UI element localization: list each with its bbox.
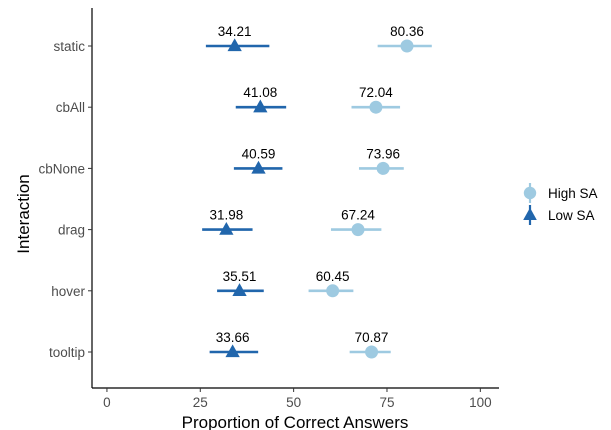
data-label: 67.24 — [341, 208, 375, 223]
y-tick-label: cbAll — [56, 100, 85, 115]
x-tick-label: 75 — [379, 395, 394, 410]
data-label: 80.36 — [390, 24, 424, 39]
data-label: 60.45 — [316, 269, 350, 284]
data-label: 72.04 — [359, 85, 393, 100]
data-point — [376, 161, 390, 175]
data-point — [251, 160, 266, 174]
data-label: 41.08 — [243, 85, 277, 100]
y-tick-label: drag — [58, 223, 85, 238]
data-point — [227, 38, 242, 52]
x-tick-label: 50 — [286, 395, 301, 410]
data-point — [369, 100, 383, 114]
data-point — [326, 284, 340, 298]
x-axis-label: Proportion of Correct Answers — [182, 413, 409, 430]
legend-label: Low SA — [548, 208, 595, 223]
plot-area: 0 25 50 75 100 static cbAll cbNone drag hover tool… — [38, 8, 499, 410]
data-point — [219, 221, 234, 235]
data-label: 70.87 — [355, 330, 389, 345]
data-label: 40.59 — [242, 146, 276, 161]
data-point — [523, 207, 537, 220]
data-label: 35.51 — [223, 269, 257, 284]
x-tick-label: 0 — [103, 395, 111, 410]
data-point — [232, 283, 247, 296]
x-tick-label: 100 — [469, 395, 492, 410]
y-tick-label: hover — [51, 284, 85, 299]
y-axis-label: Interaction — [14, 174, 33, 253]
data-point — [365, 345, 379, 359]
data-point — [400, 39, 414, 53]
legend: High SA Low SA — [523, 183, 598, 225]
data-point — [351, 223, 365, 237]
data-point — [523, 186, 537, 200]
data-point — [225, 344, 240, 358]
data-label: 73.96 — [366, 146, 400, 161]
legend-label: High SA — [548, 186, 598, 201]
x-tick-label: 25 — [193, 395, 208, 410]
y-tick-label: static — [53, 39, 85, 54]
y-tick-label: cbNone — [38, 161, 85, 176]
data-label: 33.66 — [216, 330, 250, 345]
data-point — [253, 99, 268, 113]
data-label: 31.98 — [209, 208, 243, 223]
data-label: 34.21 — [218, 24, 252, 39]
y-tick-label: tooltip — [49, 345, 85, 360]
